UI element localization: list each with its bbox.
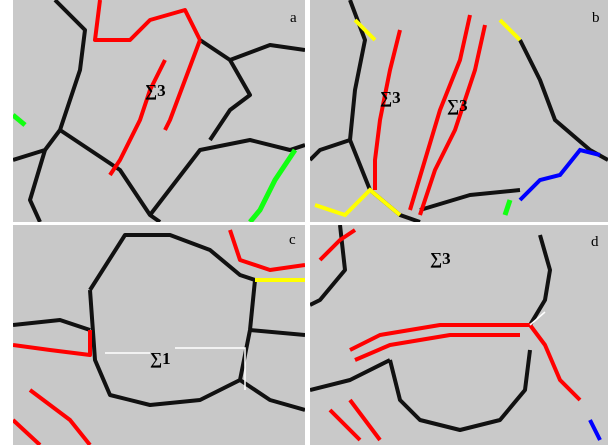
annotation: ∑3 [430, 249, 451, 268]
panel-a [13, 0, 305, 222]
panel-c [13, 225, 305, 445]
panel-label: d [591, 234, 599, 250]
annotation: ∑3 [145, 81, 166, 100]
panel-label: b [592, 10, 600, 26]
annotation: ∑3 [447, 96, 468, 115]
panel-label: c [289, 232, 296, 248]
panel-d [310, 225, 608, 445]
annotation: ∑1 [150, 349, 171, 368]
figure: a ∑3 b ∑3 ∑3 c ∑1 d ∑3 [0, 0, 610, 445]
panel-label: a [290, 10, 297, 26]
panel-background [13, 0, 305, 222]
annotation: ∑3 [380, 88, 401, 107]
